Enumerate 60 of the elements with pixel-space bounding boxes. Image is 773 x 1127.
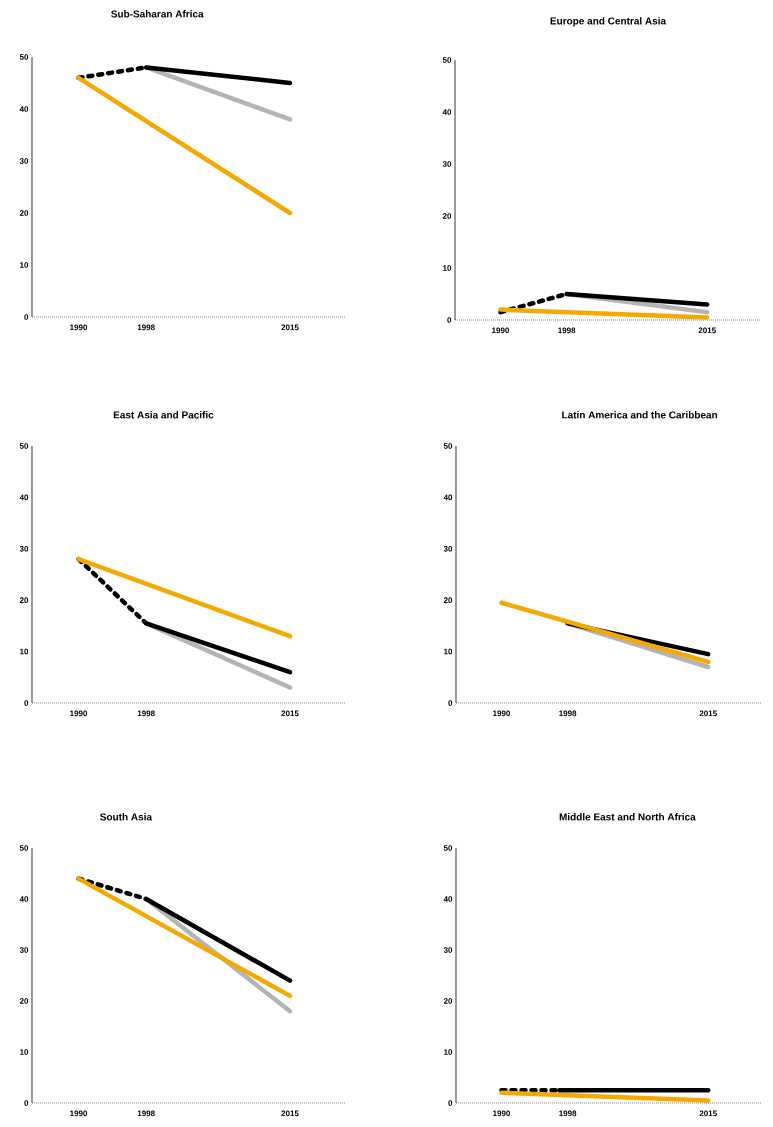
x-tick-label: 1998 <box>559 1110 577 1117</box>
y-tick-label: 40 <box>19 106 29 112</box>
x-tick-label: 2015 <box>698 327 716 334</box>
x-tick-label: 1990 <box>70 1110 88 1117</box>
y-tick-label: 50 <box>442 57 452 63</box>
y-tick-label: 10 <box>20 262 29 268</box>
chart-title: Sub-Saharan Africa <box>111 10 204 18</box>
y-tick-label: 40 <box>443 896 453 902</box>
y-tick-label: 20 <box>19 210 29 216</box>
y-tick-label: 20 <box>442 213 452 219</box>
x-tick-label: 1990 <box>492 327 510 334</box>
y-tick-label: 40 <box>19 494 29 501</box>
y-tick-label: 0 <box>24 314 29 320</box>
y-tick-label: 40 <box>443 494 453 501</box>
y-tick-label: 30 <box>19 947 29 953</box>
y-tick-label: 0 <box>24 1100 29 1106</box>
y-tick-label: 10 <box>444 648 453 655</box>
chart-title: Europe and Central Asia <box>550 17 667 27</box>
y-tick-label: 0 <box>24 700 29 706</box>
x-tick-label: 1990 <box>493 1110 511 1117</box>
y-tick-label: 50 <box>19 54 29 60</box>
chart-title: Middle East and North Africa <box>559 813 696 821</box>
y-tick-label: 0 <box>447 317 452 323</box>
x-tick-label: 1998 <box>137 1110 155 1117</box>
y-tick-label: 50 <box>19 845 29 851</box>
chart-title: East Asia and Pacific <box>113 411 214 419</box>
x-tick-label: 1998 <box>559 710 577 717</box>
x-tick-label: 2015 <box>281 710 299 717</box>
chart-title: South Asia <box>100 813 153 821</box>
x-tick-label: 2015 <box>281 324 299 331</box>
x-tick-label: 2015 <box>281 1110 299 1117</box>
y-tick-label: 50 <box>443 845 453 851</box>
x-tick-label: 2015 <box>699 710 717 717</box>
x-tick-label: 1990 <box>70 324 88 331</box>
y-tick-label: 10 <box>20 1049 29 1055</box>
y-tick-label: 20 <box>443 998 453 1004</box>
x-tick-label: 1998 <box>137 324 155 331</box>
y-tick-label: 10 <box>444 1049 453 1055</box>
y-tick-label: 10 <box>443 265 452 271</box>
y-tick-label: 30 <box>443 545 453 552</box>
x-tick-label: 1998 <box>558 327 576 334</box>
x-tick-label: 2015 <box>699 1110 717 1117</box>
y-tick-label: 0 <box>448 700 453 706</box>
x-tick-label: 1998 <box>137 710 155 717</box>
y-tick-label: 30 <box>442 161 452 167</box>
y-tick-label: 20 <box>443 597 453 604</box>
y-tick-label: 30 <box>19 545 29 552</box>
y-tick-label: 10 <box>20 648 29 655</box>
y-tick-label: 40 <box>19 896 29 902</box>
x-tick-label: 1990 <box>493 710 511 717</box>
y-tick-label: 0 <box>448 1100 453 1106</box>
y-tick-label: 30 <box>443 947 453 953</box>
y-tick-label: 20 <box>19 998 29 1004</box>
x-tick-label: 1990 <box>70 710 88 717</box>
chart-title: Latin America and the Caribbean <box>562 411 718 419</box>
y-tick-label: 20 <box>19 597 29 604</box>
y-tick-label: 50 <box>443 443 453 449</box>
y-tick-label: 30 <box>19 158 29 164</box>
y-tick-label: 40 <box>442 109 452 115</box>
y-tick-label: 50 <box>19 443 29 449</box>
